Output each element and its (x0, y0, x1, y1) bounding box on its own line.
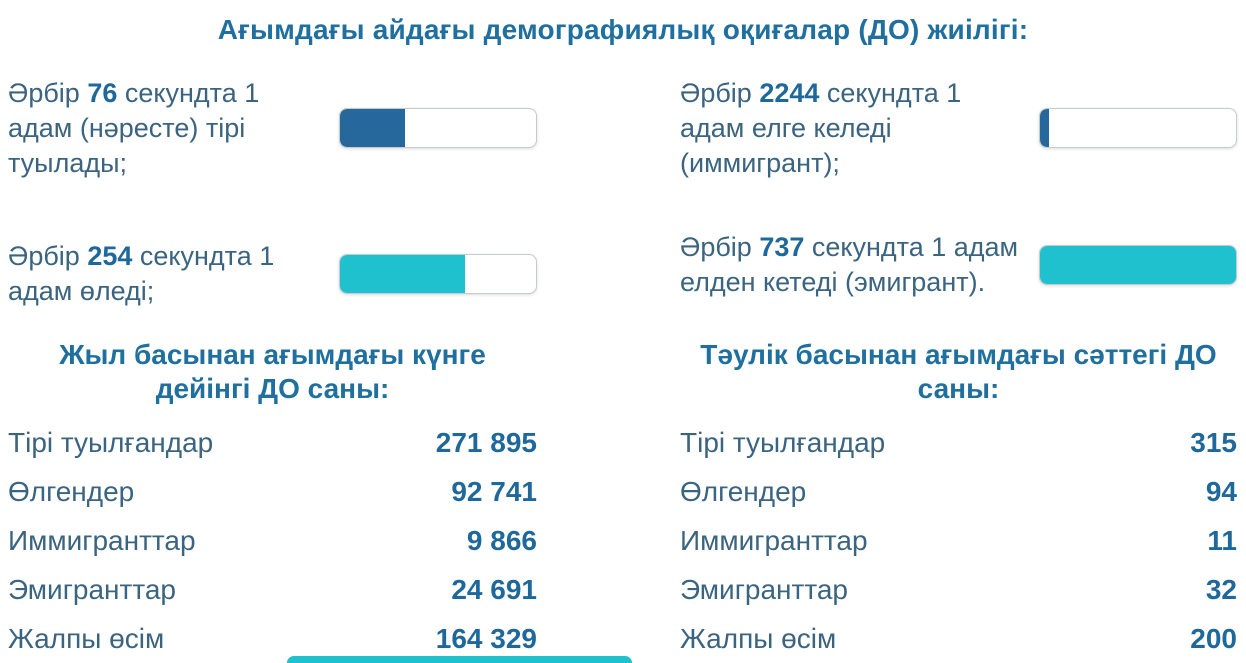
row-label: Өлгендер (8, 476, 135, 507)
row-label: Жалпы өсім (8, 623, 165, 654)
table-row: Тірі туылғандар 271 895 (8, 418, 537, 467)
row-value: 9 866 (466, 525, 537, 556)
frequency-column-left: Әрбір 76 секундта 1 адам (нәресте) тірі … (0, 52, 623, 322)
freq-text-immigrants: Әрбір 2244 секундта 1 адам елге келеді (… (680, 76, 1039, 181)
freq-deaths-value: 254 (87, 241, 133, 271)
row-label: Эмигранттар (8, 574, 176, 605)
table-row: Эмигранттар 24 691 (8, 565, 537, 614)
freq-immigrants-suffix: секундта 1 адам елге келеді (иммигрант); (680, 77, 962, 178)
freq-item-emigrants: Әрбір 737 секундта 1 адам елден кетеді (… (680, 208, 1237, 322)
freq-emigrants-suffix: секундта 1 адам елден кетеді (эмигрант). (680, 232, 1019, 297)
table-row: Тірі туылғандар 315 (680, 418, 1237, 467)
freq-text-emigrants: Әрбір 737 секундта 1 адам елден кетеді (… (680, 230, 1039, 300)
row-value: 315 (1190, 427, 1237, 458)
row-label: Иммигранттар (680, 525, 868, 556)
freq-text-births: Әрбір 76 секундта 1 адам (нәресте) тірі … (8, 76, 339, 181)
partial-progress-bar-cutoff (287, 656, 632, 663)
freq-immigrants-prefix: Әрбір (680, 77, 760, 108)
table-row: Жалпы өсім 164 329 (8, 614, 537, 663)
page-title: Ағымдағы айдағы демографиялық оқиғалар (… (217, 14, 1029, 45)
freq-births-prefix: Әрбір (8, 77, 88, 108)
freq-deaths-prefix: Әрбір (8, 241, 88, 271)
freq-emigrants-prefix: Әрбір (680, 232, 760, 262)
row-value: 24 691 (451, 574, 537, 605)
row-value: 94 (1205, 476, 1237, 507)
frequency-column-right: Әрбір 2244 секундта 1 адам елге келеді (… (623, 52, 1246, 322)
row-label: Жалпы өсім (680, 623, 837, 654)
row-label: Тірі туылғандар (8, 427, 214, 458)
counts-section: Жыл басынан ағымдағы күнге дейінгі ДО са… (0, 338, 1246, 663)
progress-fill-deaths (340, 255, 466, 293)
table-row: Иммигранттар 9 866 (8, 516, 537, 565)
day-table-title: Тәулік басынан ағымдағы сәттегі ДО саны: (700, 339, 1217, 404)
day-to-moment-table: Тәулік басынан ағымдағы сәттегі ДО саны:… (623, 338, 1246, 663)
freq-births-value: 76 (87, 77, 118, 108)
row-value: 200 (1190, 623, 1237, 654)
row-label: Эмигранттар (680, 574, 848, 605)
progress-fill-emigrants (1040, 246, 1236, 284)
progress-bar-emigrants (1039, 245, 1237, 285)
row-label: Тірі туылғандар (680, 427, 886, 458)
progress-fill-immigrants (1040, 109, 1049, 147)
freq-deaths-suffix: секундта 1 адам өледі; (8, 241, 275, 306)
row-value: 164 329 (435, 623, 537, 654)
progress-fill-births (340, 109, 405, 147)
freq-item-births: Әрбір 76 секундта 1 адам (нәресте) тірі … (8, 52, 537, 204)
progress-bar-births (339, 108, 537, 148)
row-value: 32 (1205, 574, 1237, 605)
freq-emigrants-value: 737 (759, 232, 805, 262)
freq-immigrants-value: 2244 (759, 77, 820, 108)
freq-item-immigrants: Әрбір 2244 секундта 1 адам елге келеді (… (680, 52, 1237, 204)
table-row: Эмигранттар 32 (680, 565, 1237, 614)
year-table-title: Жыл басынан ағымдағы күнге дейінгі ДО са… (59, 339, 486, 404)
row-value: 11 (1207, 525, 1237, 556)
table-row: Өлгендер 94 (680, 467, 1237, 516)
table-row: Жалпы өсім 200 (680, 614, 1237, 663)
row-value: 92 741 (451, 476, 537, 507)
table-row: Иммигранттар 11 (680, 516, 1237, 565)
freq-text-deaths: Әрбір 254 секундта 1 адам өледі; (8, 239, 339, 309)
progress-bar-immigrants (1039, 108, 1237, 148)
table-row: Өлгендер 92 741 (8, 467, 537, 516)
freq-births-suffix: секундта 1 адам (нәресте) тірі туылады; (8, 77, 260, 178)
row-label: Иммигранттар (8, 525, 196, 556)
year-to-date-table: Жыл басынан ағымдағы күнге дейінгі ДО са… (0, 338, 623, 663)
frequency-section: Әрбір 76 секундта 1 адам (нәресте) тірі … (0, 52, 1246, 322)
row-label: Өлгендер (680, 476, 807, 507)
freq-item-deaths: Әрбір 254 секундта 1 адам өледі; (8, 226, 537, 322)
progress-bar-deaths (339, 254, 537, 294)
row-value: 271 895 (435, 427, 537, 458)
